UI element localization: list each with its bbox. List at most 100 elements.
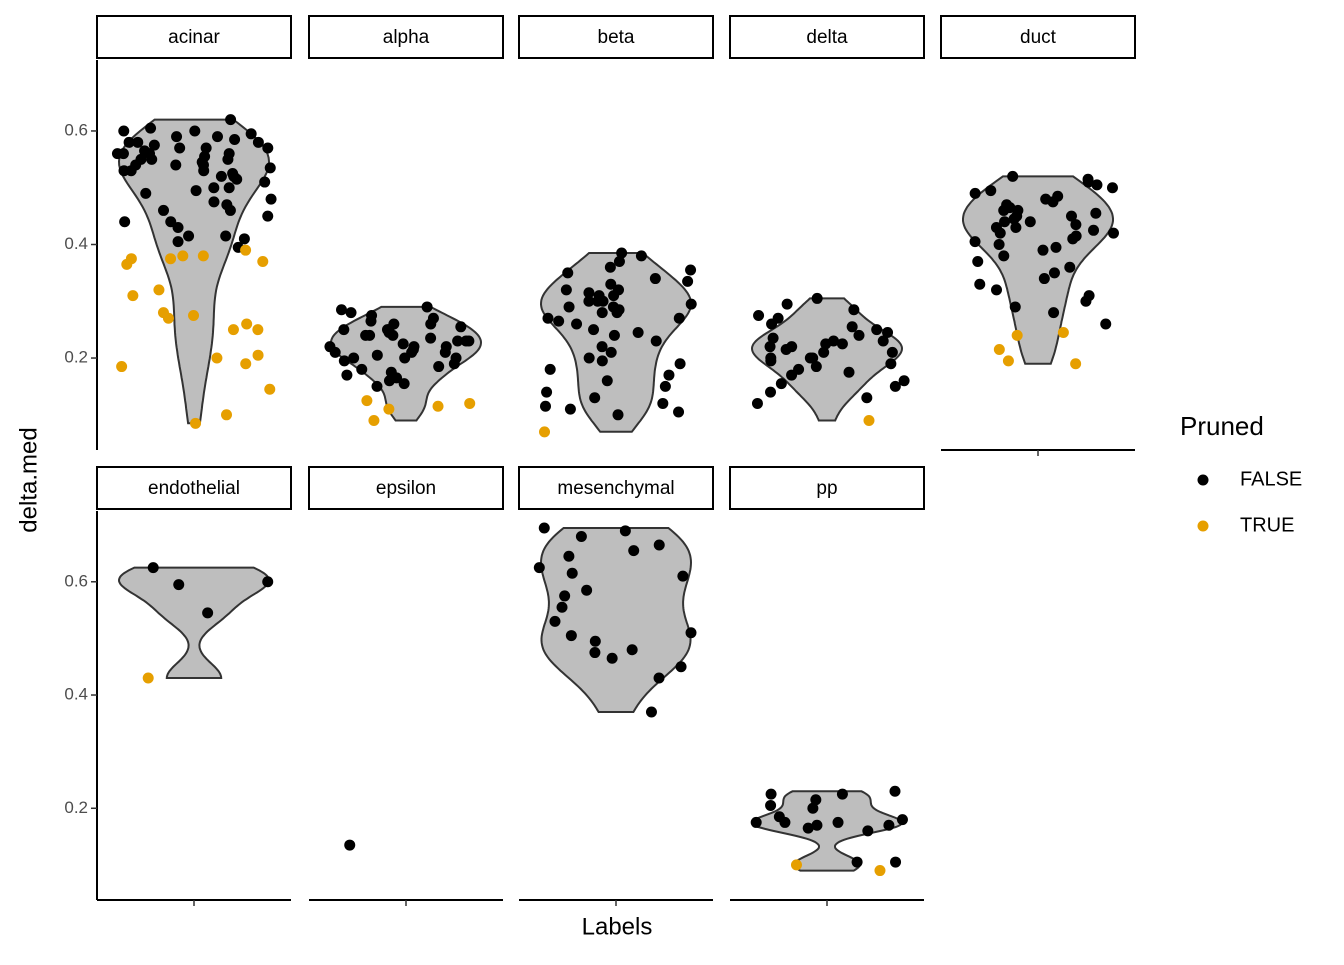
data-point xyxy=(583,295,595,307)
data-point xyxy=(613,256,625,268)
data-point xyxy=(240,358,252,370)
facet-strip xyxy=(729,15,925,59)
data-point xyxy=(628,545,640,557)
violin xyxy=(117,566,271,679)
data-point xyxy=(539,426,551,438)
legend-key xyxy=(1197,520,1209,532)
data-point xyxy=(635,250,647,262)
data-point xyxy=(556,601,568,613)
data-point xyxy=(612,409,624,421)
data-point xyxy=(125,253,137,265)
data-point xyxy=(575,530,587,542)
data-point xyxy=(1091,179,1103,191)
data-point xyxy=(608,329,620,341)
data-point xyxy=(605,346,617,358)
data-point xyxy=(786,369,798,381)
data-point xyxy=(802,822,814,834)
data-point xyxy=(336,304,348,316)
data-point xyxy=(265,193,277,205)
data-point xyxy=(882,326,894,338)
data-point xyxy=(775,378,787,390)
data-point xyxy=(851,856,863,868)
data-point xyxy=(189,125,201,137)
data-point xyxy=(227,324,239,336)
data-point xyxy=(1082,176,1094,188)
violin xyxy=(750,790,904,872)
data-point xyxy=(252,136,264,148)
data-point xyxy=(1048,307,1060,319)
data-point xyxy=(452,335,464,347)
data-point xyxy=(999,216,1011,228)
facet-label: beta xyxy=(598,27,635,48)
data-point xyxy=(1047,196,1059,208)
data-point xyxy=(753,309,765,321)
data-point xyxy=(632,326,644,338)
data-point xyxy=(425,318,437,330)
data-point xyxy=(650,335,662,347)
data-point xyxy=(896,814,908,826)
data-point xyxy=(231,173,243,185)
data-point xyxy=(252,324,264,336)
data-point xyxy=(657,397,669,409)
data-point xyxy=(170,159,182,171)
data-point xyxy=(645,706,657,718)
data-point xyxy=(596,307,608,319)
data-point xyxy=(619,525,631,537)
data-point xyxy=(589,392,601,404)
data-point xyxy=(153,284,165,296)
data-point xyxy=(1065,210,1077,222)
data-point xyxy=(1002,355,1014,367)
data-point xyxy=(613,284,625,296)
facet-label: mesenchymal xyxy=(557,478,674,499)
facet-label: endothelial xyxy=(148,478,240,499)
data-point xyxy=(433,361,445,373)
data-point xyxy=(222,153,234,165)
facet-strip xyxy=(308,466,504,510)
data-point xyxy=(685,298,697,310)
data-point xyxy=(596,341,608,353)
data-point xyxy=(663,369,675,381)
data-point xyxy=(998,250,1010,262)
data-point xyxy=(601,375,613,387)
data-point xyxy=(241,318,253,330)
data-point xyxy=(361,395,373,407)
data-point xyxy=(1106,182,1118,194)
data-point xyxy=(455,321,467,333)
data-point xyxy=(262,142,274,154)
data-point xyxy=(177,250,189,262)
data-point xyxy=(262,210,274,222)
data-point xyxy=(345,307,357,319)
data-point xyxy=(836,338,848,350)
data-point xyxy=(238,233,250,245)
data-point xyxy=(1008,213,1020,225)
facet-strip xyxy=(729,466,925,510)
data-point xyxy=(677,570,689,582)
data-point xyxy=(111,148,123,160)
data-point xyxy=(371,349,383,361)
data-point xyxy=(1064,261,1076,273)
data-point xyxy=(781,298,793,310)
data-point xyxy=(877,335,889,347)
y-tick-label: 0.6 xyxy=(64,120,88,139)
data-point xyxy=(341,369,353,381)
data-point xyxy=(804,352,816,364)
data-point xyxy=(1037,244,1049,256)
data-point xyxy=(673,312,685,324)
data-point xyxy=(119,216,131,228)
data-point xyxy=(364,329,376,341)
data-point xyxy=(616,247,628,259)
data-point xyxy=(399,352,411,364)
data-point xyxy=(542,312,554,324)
data-point xyxy=(685,264,697,276)
data-point xyxy=(571,318,583,330)
data-point xyxy=(1024,216,1036,228)
data-point xyxy=(211,131,223,143)
data-point xyxy=(659,380,671,392)
data-point xyxy=(863,414,875,426)
data-point xyxy=(257,256,269,268)
facet-strip xyxy=(518,466,714,510)
y-tick-label: 0.6 xyxy=(64,571,88,590)
data-point xyxy=(338,324,350,336)
legend-label: TRUE xyxy=(1240,514,1294,536)
data-point xyxy=(985,185,997,197)
